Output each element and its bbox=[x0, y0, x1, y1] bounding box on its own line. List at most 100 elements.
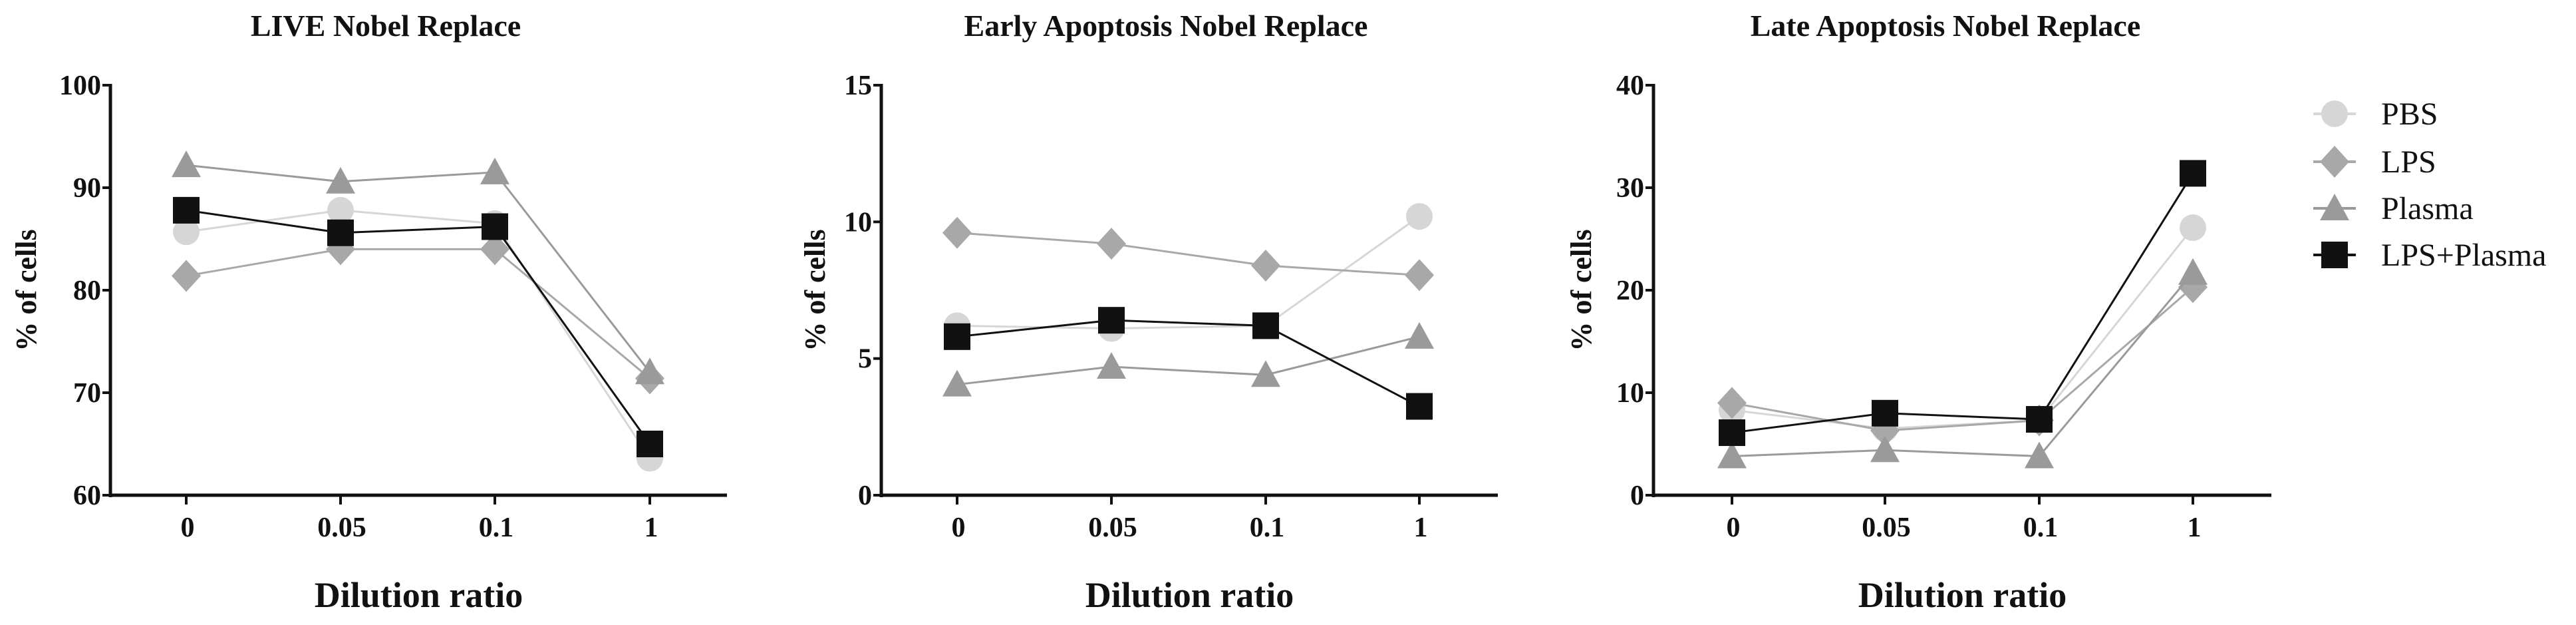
data-point bbox=[2180, 214, 2206, 242]
legend: PBS LPS Plasma LPS+Plasma bbox=[2313, 97, 2546, 273]
y-tick-label: 15 bbox=[844, 71, 872, 101]
data-point bbox=[327, 196, 354, 224]
series-lps-plasma bbox=[173, 196, 663, 457]
chart-panel-3: Late Apoptosis Nobel Replace 0 10 20 30 40 0 0.… bbox=[1565, 9, 2271, 615]
y-tick-label: 80 bbox=[73, 276, 101, 306]
data-point bbox=[1406, 393, 1433, 420]
data-point bbox=[1251, 250, 1280, 282]
y-tick-label: 70 bbox=[73, 378, 101, 409]
data-point bbox=[172, 150, 201, 178]
x-tick-label: 0.1 bbox=[2023, 513, 2059, 543]
data-point bbox=[2025, 441, 2054, 469]
series-line bbox=[186, 209, 651, 445]
x-tick-label: 0.1 bbox=[1250, 513, 1285, 543]
legend-label: Plasma bbox=[2381, 191, 2474, 226]
data-point bbox=[635, 357, 664, 385]
data-point bbox=[942, 369, 972, 397]
series-plasma bbox=[942, 321, 1434, 397]
data-point bbox=[1251, 360, 1280, 387]
series-line bbox=[956, 232, 1420, 276]
data-point bbox=[1097, 228, 1126, 260]
y-tick-label: 60 bbox=[73, 481, 101, 511]
legend-item: LPS bbox=[2313, 144, 2436, 180]
series-line bbox=[186, 164, 651, 373]
data-point bbox=[1405, 321, 1434, 349]
data-point bbox=[2026, 406, 2053, 433]
y-tick-label: 30 bbox=[1616, 173, 1644, 204]
y-axis-label: % of cells bbox=[1565, 229, 1598, 351]
legend-label: LPS+Plasma bbox=[2381, 238, 2546, 273]
data-point bbox=[1872, 399, 1898, 427]
x-tick-label: 0 bbox=[181, 513, 195, 543]
data-point bbox=[1252, 312, 1279, 339]
series-line bbox=[956, 335, 1420, 386]
data-point bbox=[327, 219, 354, 246]
x-axis-label: Dilution ratio bbox=[1085, 575, 1294, 615]
data-point bbox=[942, 216, 972, 249]
legend-diamond-icon bbox=[2320, 146, 2349, 178]
x-tick-label: 0 bbox=[952, 513, 966, 543]
y-tick-label: 5 bbox=[858, 344, 872, 375]
legend-item: Plasma bbox=[2313, 191, 2474, 226]
series-line bbox=[1731, 286, 2194, 432]
series-plasma bbox=[1717, 258, 2208, 469]
x-tick-label: 1 bbox=[644, 513, 658, 543]
series-pbs bbox=[173, 196, 663, 472]
data-point bbox=[173, 218, 200, 246]
series-plasma bbox=[172, 150, 664, 385]
data-point bbox=[1097, 351, 1126, 379]
data-point bbox=[944, 323, 970, 350]
y-tick-label: 0 bbox=[858, 481, 872, 511]
y-tick-label: 100 bbox=[59, 71, 101, 101]
data-point bbox=[1098, 307, 1125, 334]
y-tick-label: 90 bbox=[73, 173, 101, 204]
data-point bbox=[637, 431, 663, 457]
series-line bbox=[1731, 272, 2194, 458]
series-lps bbox=[172, 233, 664, 395]
series-line bbox=[186, 248, 650, 379]
legend-item: LPS+Plasma bbox=[2313, 238, 2546, 273]
series-line bbox=[1731, 227, 2194, 430]
data-point bbox=[480, 233, 509, 266]
y-axis-label: % of cells bbox=[799, 229, 831, 351]
legend-label: LPS bbox=[2381, 144, 2436, 180]
x-tick-label: 0.05 bbox=[1088, 513, 1137, 543]
data-point bbox=[1717, 387, 1747, 419]
data-point bbox=[2180, 160, 2206, 187]
series-lps bbox=[1717, 271, 2208, 447]
x-tick-label: 0 bbox=[1727, 513, 1741, 543]
x-tick-label: 0.1 bbox=[479, 513, 514, 543]
x-tick-label: 1 bbox=[1414, 513, 1428, 543]
series-pbs bbox=[1719, 214, 2206, 442]
data-point bbox=[173, 196, 200, 224]
x-tick-label: 1 bbox=[2188, 513, 2202, 543]
y-tick-label: 10 bbox=[844, 207, 872, 238]
series-lps-plasma bbox=[944, 307, 1433, 420]
data-point bbox=[172, 260, 201, 292]
data-point bbox=[1405, 259, 1434, 292]
x-axis-label: Dilution ratio bbox=[315, 575, 523, 615]
legend-item: PBS bbox=[2313, 97, 2438, 132]
x-axis-label: Dilution ratio bbox=[1858, 575, 2067, 615]
data-point bbox=[2178, 258, 2208, 285]
legend-circle-icon bbox=[2321, 101, 2348, 127]
y-tick-label: 40 bbox=[1616, 71, 1644, 101]
series-lps bbox=[942, 216, 1434, 292]
y-axis-label: % of cells bbox=[10, 229, 43, 351]
data-point bbox=[482, 213, 508, 240]
data-point bbox=[1406, 203, 1433, 230]
series-line bbox=[956, 319, 1420, 407]
legend-triangle-icon bbox=[2320, 194, 2349, 220]
series-line bbox=[956, 215, 1420, 329]
legend-square-icon bbox=[2321, 242, 2348, 268]
data-point bbox=[326, 166, 355, 194]
series-line bbox=[1731, 172, 2194, 434]
chart-title: Early Apoptosis Nobel Replace bbox=[964, 9, 1368, 43]
chart-title: LIVE Nobel Replace bbox=[251, 9, 521, 43]
chart-title: Late Apoptosis Nobel Replace bbox=[1751, 9, 2141, 43]
data-point bbox=[1719, 419, 1745, 447]
y-tick-label: 10 bbox=[1616, 378, 1644, 409]
series-lps-plasma bbox=[1719, 160, 2206, 447]
data-point bbox=[1717, 441, 1747, 469]
